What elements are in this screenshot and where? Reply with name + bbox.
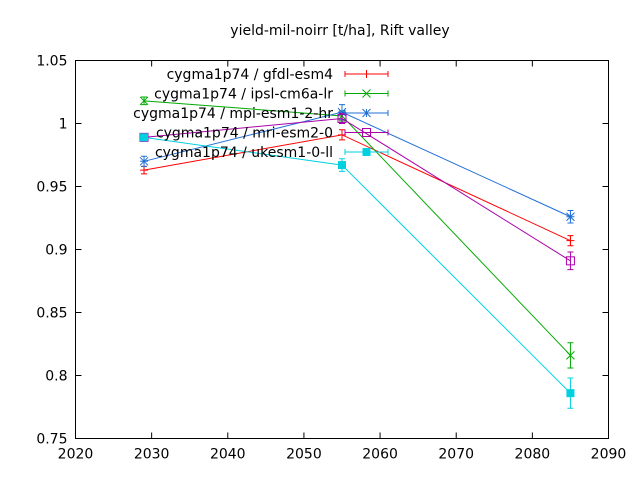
legend-entry: cygma1p74 / mri-esm2-0 <box>156 126 389 142</box>
axes: 2020 2030 2040 2050 2060 2070 2080 2090 0.75 0.8 0… <box>36 54 626 463</box>
x-tick-label: 2050 <box>286 447 322 463</box>
series-2 <box>139 104 575 224</box>
x-tick-label: 2020 <box>58 447 94 463</box>
x-tick-label: 2040 <box>210 447 246 463</box>
series-layer <box>139 96 575 409</box>
legend-entry: cygma1p74 / ipsl-cm6a-lr <box>154 87 389 103</box>
x-tick-label: 2080 <box>515 447 551 463</box>
x-tick-label: 2090 <box>591 447 627 463</box>
x-tick-label: 2070 <box>438 447 474 463</box>
legend-marker <box>362 70 371 78</box>
legend-marker <box>362 148 371 156</box>
legend-line <box>344 129 389 136</box>
y-tick-label: 1 <box>59 117 68 133</box>
legend-entry: cygma1p74 / ukesm1-0-ll <box>155 145 389 161</box>
legend-label: cygma1p74 / ipsl-cm6a-lr <box>154 87 333 103</box>
legend: cygma1p74 / gfdl-esm4 cygma1p74 / ipsl-cm… <box>133 67 389 161</box>
data-point <box>338 161 346 170</box>
chart-title: yield-mil-noirr [t/ha], Rift valley <box>230 23 449 39</box>
y-tick-label: 0.75 <box>36 432 67 448</box>
data-point <box>140 166 149 175</box>
error-bar <box>339 112 345 124</box>
y-tick-label: 0.9 <box>45 243 67 259</box>
legend-label: cygma1p74 / gfdl-esm4 <box>167 67 334 83</box>
legend-label: cygma1p74 / ukesm1-0-ll <box>155 145 333 161</box>
x-tick-label: 2060 <box>362 447 398 463</box>
data-point <box>139 96 149 106</box>
data-point <box>565 256 575 266</box>
legend-entry: cygma1p74 / gfdl-esm4 <box>167 67 389 83</box>
legend-label: cygma1p74 / mri-esm2-0 <box>156 126 333 142</box>
x-tick-label: 2030 <box>134 447 170 463</box>
data-point <box>566 212 575 222</box>
data-point <box>140 133 149 142</box>
data-point <box>139 156 149 166</box>
y-tick-label: 0.95 <box>36 180 67 196</box>
series-4 <box>140 133 575 409</box>
legend-marker <box>362 89 371 98</box>
legend-label: cygma1p74 / mpi-esm1-2-hr <box>133 106 333 122</box>
legend-marker <box>362 128 371 137</box>
data-point <box>566 350 575 360</box>
data-point <box>566 236 575 245</box>
legend-marker <box>362 108 371 118</box>
y-tick-label: 0.8 <box>45 369 67 385</box>
data-point <box>566 389 575 398</box>
y-tick-label: 1.05 <box>36 54 67 70</box>
series-line <box>143 136 571 394</box>
error-bar <box>567 251 574 271</box>
data-point <box>337 113 347 123</box>
data-point <box>337 107 347 117</box>
legend-entry: cygma1p74 / mpi-esm1-2-hr <box>133 106 389 122</box>
y-tick-label: 0.85 <box>36 306 67 322</box>
